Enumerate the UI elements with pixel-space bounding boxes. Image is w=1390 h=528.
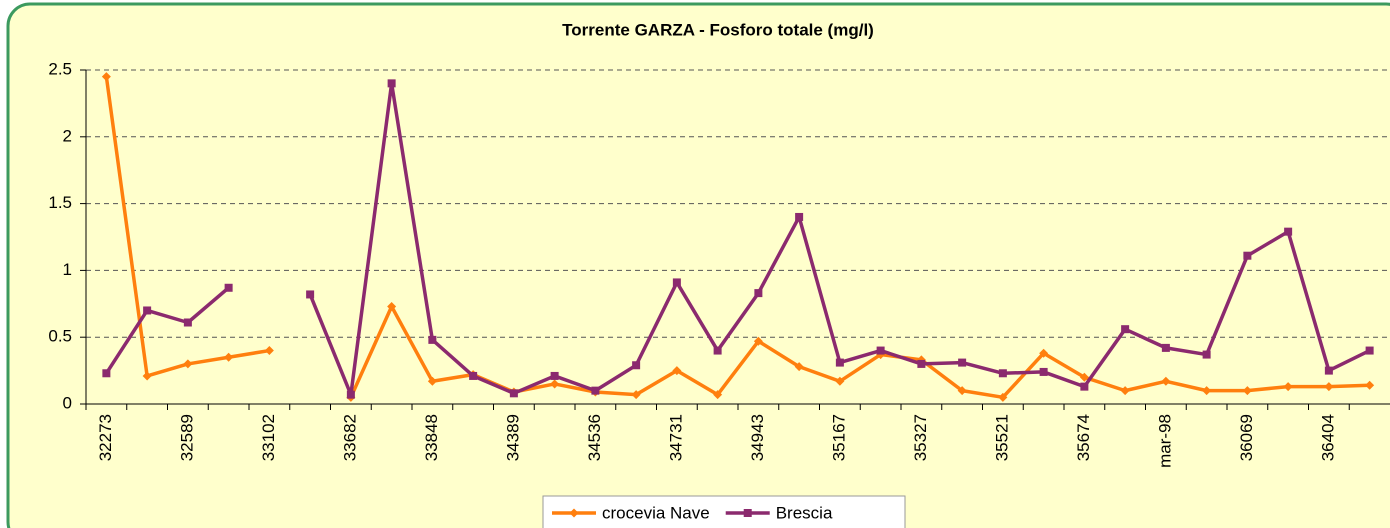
marker: [753, 336, 763, 346]
marker: [183, 359, 193, 369]
y-tick-label: 2.5: [48, 59, 72, 78]
marker: [469, 371, 478, 380]
marker: [632, 361, 641, 370]
marker: [1161, 343, 1170, 352]
marker: [713, 390, 723, 400]
x-tick-label: 33682: [340, 414, 359, 461]
marker: [346, 390, 355, 399]
marker: [102, 369, 111, 378]
marker: [754, 289, 763, 298]
marker: [998, 369, 1007, 378]
y-tick-label: 0: [63, 393, 72, 412]
x-tick-label: 33848: [422, 414, 441, 461]
marker: [427, 376, 437, 386]
marker: [1242, 386, 1252, 396]
x-tick-label: 36404: [1318, 414, 1337, 461]
marker: [958, 358, 967, 367]
legend-label: crocevia Nave: [602, 503, 710, 522]
marker: [835, 358, 844, 367]
marker: [1121, 325, 1130, 334]
marker: [224, 283, 233, 292]
marker: [428, 335, 437, 344]
x-tick-label: mar-98: [1155, 414, 1174, 468]
marker: [1283, 382, 1293, 392]
marker: [591, 386, 600, 395]
marker: [1120, 386, 1130, 396]
marker: [998, 392, 1008, 402]
marker: [387, 301, 397, 311]
x-tick-label: 33102: [259, 414, 278, 461]
marker: [1039, 348, 1049, 358]
marker: [1202, 386, 1212, 396]
marker: [917, 359, 926, 368]
marker: [1324, 382, 1334, 392]
marker: [550, 379, 560, 389]
marker: [1039, 367, 1048, 376]
marker: [1079, 372, 1089, 382]
marker: [1365, 380, 1375, 390]
marker: [569, 508, 579, 518]
x-tick-label: 34536: [585, 414, 604, 461]
marker: [672, 366, 682, 376]
y-tick-label: 2: [63, 126, 72, 145]
marker: [631, 390, 641, 400]
marker: [743, 509, 752, 517]
x-tick-label: 32589: [177, 414, 196, 461]
legend-box: [542, 495, 906, 528]
legend-label: Brescia: [776, 503, 833, 522]
marker: [306, 290, 315, 299]
chart-frame: [6, 2, 1390, 528]
marker: [957, 386, 967, 396]
x-tick-label: 34731: [666, 414, 685, 461]
x-tick-label: 34943: [748, 414, 767, 461]
x-tick-label: 35674: [1074, 414, 1093, 461]
marker: [264, 346, 274, 356]
marker: [142, 371, 152, 381]
marker: [387, 79, 396, 88]
x-tick-label: 35167: [829, 414, 848, 461]
marker: [224, 352, 234, 362]
marker: [672, 278, 681, 287]
marker: [795, 212, 804, 221]
y-tick-label: 1: [63, 260, 72, 279]
x-tick-label: 35521: [992, 414, 1011, 461]
x-tick-label: 32273: [96, 414, 115, 461]
chart-title: Torrente GARZA - Fosforo totale (mg/l): [562, 20, 874, 39]
marker: [835, 376, 845, 386]
marker: [509, 389, 518, 398]
x-tick-label: 35327: [911, 414, 930, 461]
marker: [550, 371, 559, 380]
marker: [876, 346, 885, 355]
x-tick-label: 34389: [503, 414, 522, 461]
marker: [1243, 251, 1252, 260]
legend: crocevia Nave Brescia: [542, 495, 906, 528]
marker: [1324, 366, 1333, 375]
marker: [1080, 382, 1089, 391]
marker: [1284, 227, 1293, 236]
y-tick-label: 0.5: [48, 327, 72, 346]
x-tick-label: 36069: [1237, 414, 1256, 461]
marker: [713, 346, 722, 355]
marker: [1161, 376, 1171, 386]
y-tick-label: 1.5: [48, 193, 72, 212]
marker: [101, 72, 111, 82]
marker: [794, 362, 804, 372]
marker: [1365, 346, 1374, 355]
marker: [1202, 350, 1211, 359]
marker: [183, 318, 192, 327]
marker: [143, 306, 152, 315]
